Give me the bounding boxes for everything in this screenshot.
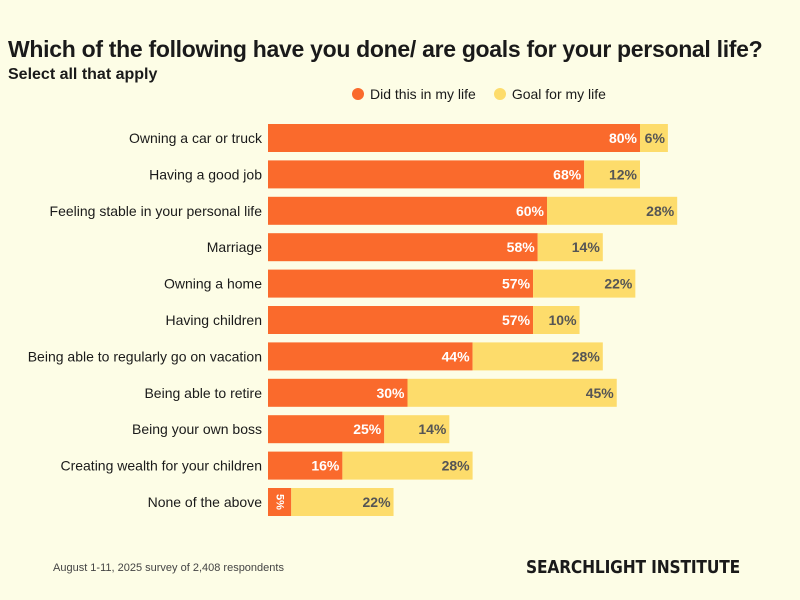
data-label-goal: 6%	[645, 130, 666, 146]
category-label: Owning a car or truck	[129, 130, 263, 146]
data-label-did: 80%	[609, 130, 638, 146]
bar-did	[268, 124, 640, 152]
category-label: Feeling stable in your personal life	[50, 203, 263, 219]
legend: Did this in my life Goal for my life	[352, 86, 624, 102]
bar-goal	[407, 378, 617, 407]
bar-did	[268, 306, 534, 334]
legend-item-did: Did this in my life	[352, 86, 476, 102]
data-label-goal: 14%	[572, 239, 601, 255]
bar-goal	[547, 196, 678, 225]
category-label: Creating wealth for your children	[60, 458, 262, 474]
legend-swatch-goal	[493, 88, 506, 100]
data-label-goal: 14%	[418, 421, 447, 437]
data-label-goal: 45%	[586, 385, 615, 401]
bar-did	[268, 488, 292, 516]
bar-did	[268, 342, 473, 371]
bar-goal	[533, 269, 636, 298]
chart-subtitle: Select all that apply	[8, 66, 158, 83]
data-label-goal: 22%	[363, 494, 392, 510]
data-label-goal: 28%	[646, 203, 675, 219]
legend-label-did: Did this in my life	[370, 86, 476, 102]
data-label-goal: 12%	[609, 166, 638, 182]
data-label-did: 25%	[353, 421, 382, 437]
category-label: Having children	[166, 312, 263, 328]
footnote: August 1-11, 2025 survey of 2,408 respon…	[53, 562, 284, 574]
data-label-did: 5%	[274, 494, 286, 510]
category-label: Marriage	[207, 239, 262, 255]
data-label-did: 44%	[442, 348, 471, 364]
legend-swatch-did	[352, 88, 364, 100]
data-label-did: 30%	[376, 385, 405, 401]
data-label-did: 16%	[311, 458, 340, 474]
legend-label-goal: Goal for my life	[511, 86, 606, 102]
bar-goal	[291, 488, 394, 516]
bar-did	[268, 378, 408, 407]
bar-goal	[472, 342, 603, 371]
category-label: Being able to regularly go on vacation	[28, 348, 262, 364]
category-label: Being able to retire	[144, 385, 262, 401]
bar-goal	[342, 451, 473, 480]
bar-did	[268, 415, 385, 444]
bar-did	[268, 160, 585, 189]
bar-did	[268, 196, 547, 225]
category-label: None of the above	[148, 494, 263, 510]
category-label: Owning a home	[164, 276, 262, 292]
bar-did	[268, 451, 343, 480]
bar-goal	[533, 306, 580, 334]
data-label-did: 68%	[553, 166, 582, 182]
bar-goal	[384, 415, 450, 444]
legend-item-goal: Goal for my life	[493, 86, 606, 102]
data-label-goal: 22%	[604, 276, 633, 292]
data-label-goal: 28%	[442, 458, 471, 474]
category-label: Being your own boss	[132, 421, 262, 437]
data-label-goal: 28%	[572, 348, 601, 364]
data-label-did: 57%	[502, 276, 531, 292]
brand-logo: SEARCHLIGHT INSTITUTE	[526, 557, 741, 578]
bar-did	[268, 269, 534, 298]
bar-goal	[640, 124, 668, 152]
data-label-goal: 10%	[549, 312, 578, 328]
bar-goal	[584, 160, 640, 189]
chart-title: Which of the following have you done/ ar…	[8, 36, 763, 62]
data-label-did: 58%	[507, 239, 536, 255]
category-label: Having a good job	[149, 166, 262, 182]
data-label-did: 60%	[516, 203, 545, 219]
bar-goal	[537, 233, 603, 262]
bar-did	[268, 233, 538, 262]
data-label-did: 57%	[502, 312, 531, 328]
